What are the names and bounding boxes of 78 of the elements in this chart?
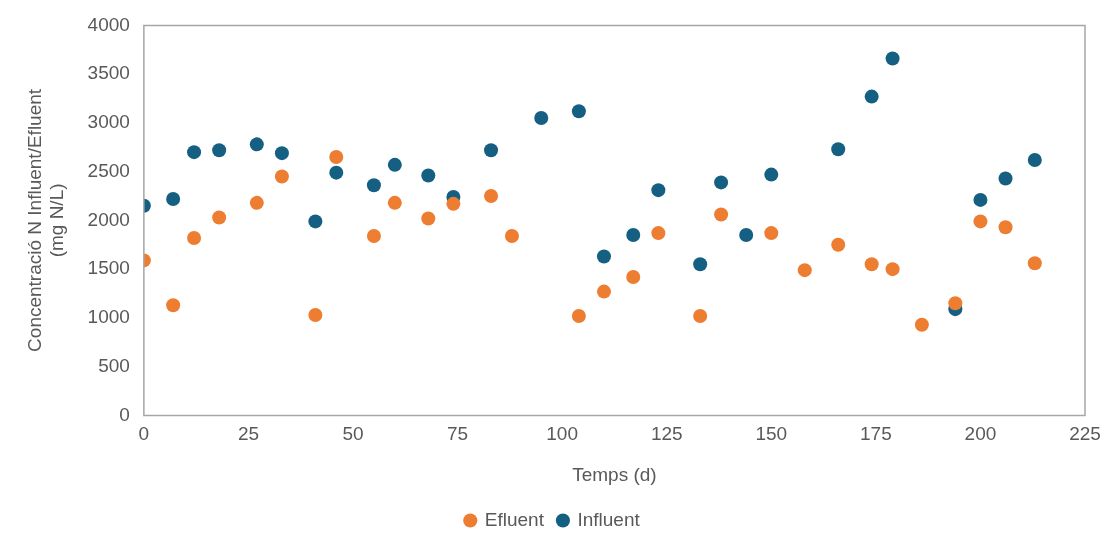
y-tick-label: 3500	[87, 62, 130, 84]
point	[274, 169, 289, 184]
point	[1027, 256, 1042, 271]
point	[387, 195, 402, 210]
point	[714, 207, 729, 222]
point	[308, 307, 323, 322]
legend-label: Efluent	[484, 508, 545, 530]
point	[504, 229, 519, 243]
point	[187, 230, 202, 245]
y-tick-label: 2500	[87, 159, 130, 181]
point	[249, 195, 264, 210]
x-tick-label: 225	[1069, 423, 1101, 445]
point	[387, 157, 402, 172]
point	[596, 249, 611, 264]
point	[329, 150, 344, 165]
x-tick-label: 75	[447, 423, 469, 445]
point	[274, 146, 289, 161]
point	[421, 211, 436, 226]
y-tick-label: 1000	[87, 306, 130, 328]
point	[764, 167, 779, 182]
point	[948, 296, 963, 311]
point	[693, 308, 708, 323]
point	[329, 165, 344, 180]
point	[864, 89, 879, 104]
x-tick-label: 175	[860, 423, 892, 445]
point	[693, 257, 708, 272]
point	[626, 269, 641, 284]
point	[166, 298, 181, 313]
point	[885, 262, 900, 277]
y-tick-label: 1500	[87, 257, 130, 279]
point	[764, 226, 779, 241]
point	[1027, 152, 1042, 167]
point	[571, 308, 586, 323]
point	[212, 143, 227, 158]
point	[651, 183, 666, 198]
point	[885, 51, 900, 66]
point	[484, 189, 499, 204]
legend-label: Influent	[577, 508, 641, 530]
point	[249, 137, 264, 152]
x-tick-label: 150	[755, 423, 788, 445]
point	[366, 229, 381, 243]
point	[651, 226, 666, 241]
x-tick-label: 50	[342, 423, 364, 445]
point	[534, 111, 549, 126]
point	[739, 228, 754, 243]
point	[973, 214, 988, 229]
point	[998, 171, 1013, 186]
y-tick-label: 0	[119, 403, 130, 425]
y-tick-label: 2000	[87, 208, 130, 230]
x-axis-title: Temps (d)	[572, 463, 657, 485]
x-tick-label: 200	[964, 423, 997, 445]
x-tick-label: 125	[650, 423, 683, 445]
point	[366, 178, 381, 193]
point	[714, 175, 729, 190]
point	[864, 257, 879, 272]
y-axis-title: Concentració N Influent/Efluent (mg N/L)	[23, 88, 68, 352]
point	[484, 143, 499, 158]
point	[187, 145, 202, 160]
point	[626, 228, 641, 243]
point	[596, 284, 611, 299]
point	[212, 210, 227, 225]
point	[831, 237, 846, 252]
x-tick-label: 100	[546, 423, 578, 445]
point	[166, 191, 181, 206]
y-tick-label: 3000	[87, 111, 130, 133]
y-tick-label: 500	[98, 354, 130, 376]
point	[914, 317, 929, 332]
x-tick-label: 25	[237, 423, 260, 445]
point	[973, 192, 988, 207]
x-tick-label: 0	[138, 423, 150, 445]
point	[797, 263, 812, 278]
point	[421, 168, 436, 183]
point	[446, 196, 461, 211]
point	[998, 220, 1013, 235]
point	[571, 104, 586, 119]
point	[831, 142, 846, 157]
point	[308, 214, 323, 229]
y-tick-label: 4000	[87, 13, 130, 35]
